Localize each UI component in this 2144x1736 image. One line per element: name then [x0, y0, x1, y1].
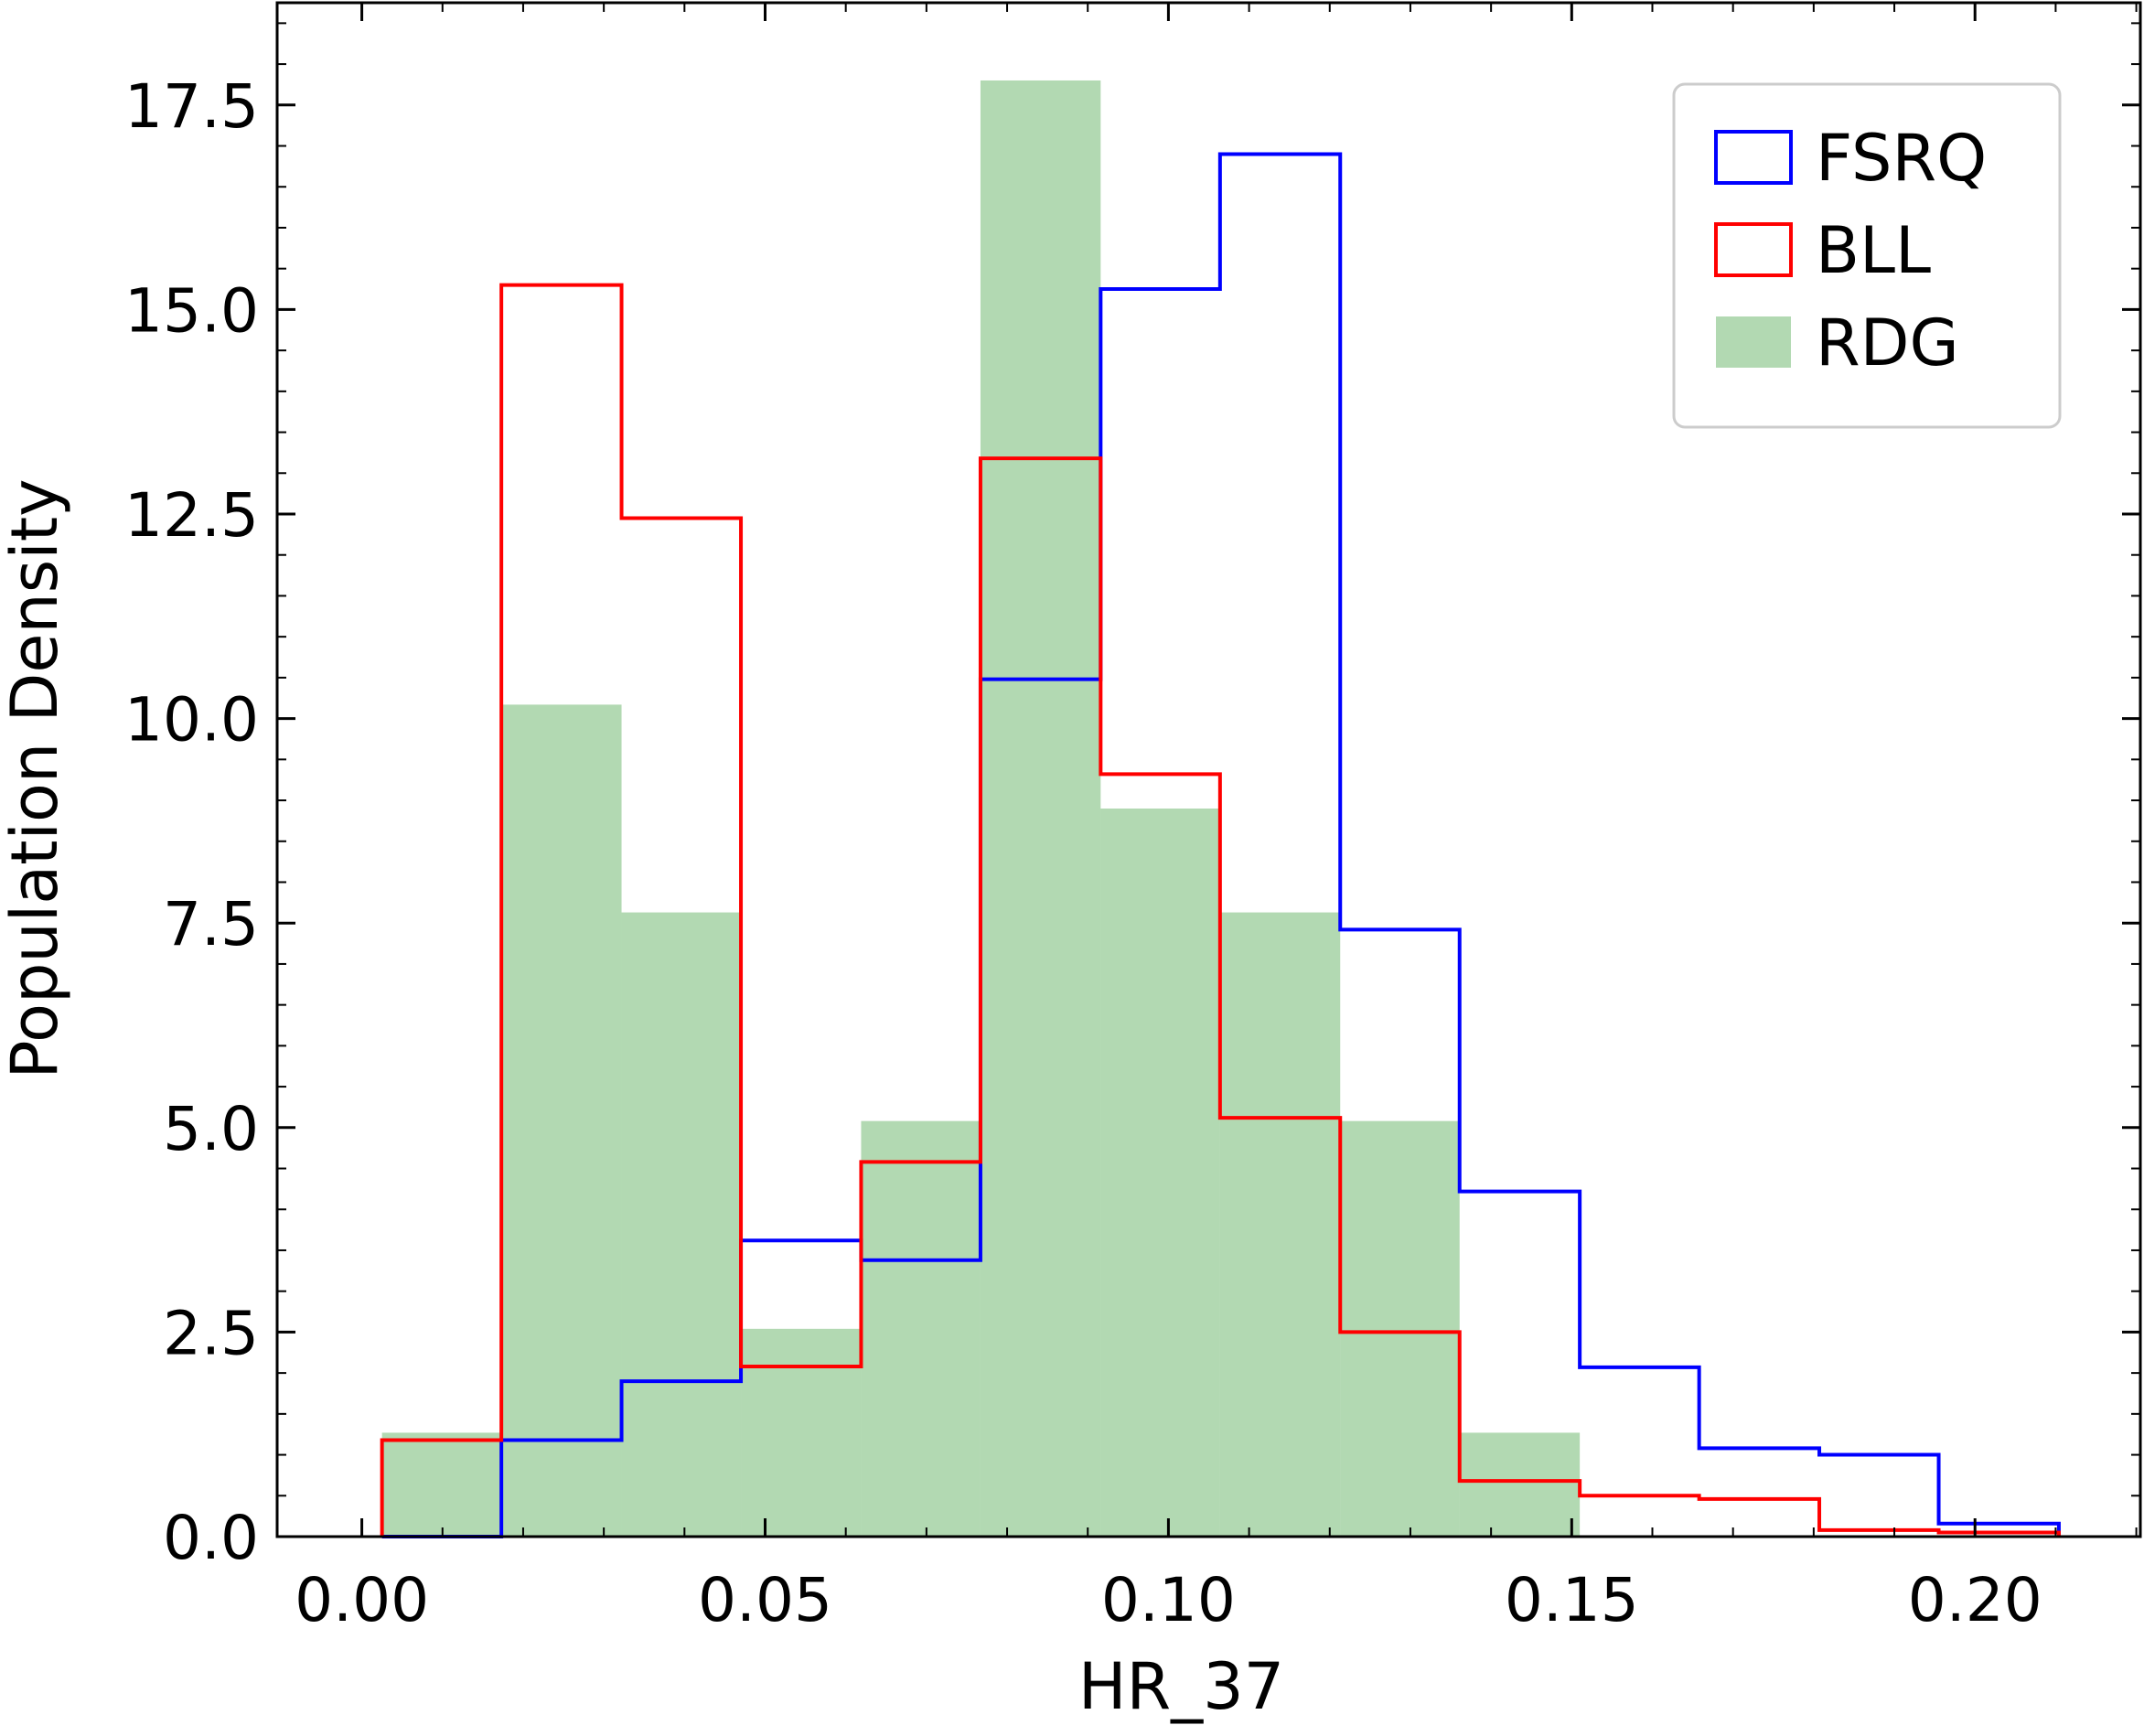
y-tick-label: 0.0 — [163, 1503, 259, 1573]
x-tick-label: 0.05 — [698, 1565, 832, 1635]
axes-frame — [275, 1, 2142, 1538]
legend-item-RDG: RDG — [1716, 305, 1959, 380]
legend-swatch-RDG — [1716, 316, 1791, 368]
series-RDG-bars — [381, 80, 1581, 1537]
bar-RDG-1 — [501, 704, 622, 1537]
legend-swatch-BLL — [1714, 222, 1793, 277]
bar-RDG-4 — [861, 1120, 981, 1537]
plot-area — [380, 80, 2061, 1538]
y-tick-label: 5.0 — [163, 1094, 259, 1164]
bar-RDG-8 — [1340, 1120, 1460, 1537]
bar-RDG-0 — [381, 1432, 502, 1537]
legend-swatch-FSRQ — [1714, 130, 1793, 185]
y-tick-label: 12.5 — [124, 480, 259, 551]
legend-item-BLL: BLL — [1714, 213, 1931, 288]
bar-RDG-6 — [1100, 808, 1220, 1537]
y-tick-label: 10.0 — [124, 685, 259, 755]
y-tick-label: 15.0 — [124, 275, 259, 346]
y-tick-label: 2.5 — [163, 1298, 259, 1368]
x-axis-title: HR_37 — [1078, 1649, 1284, 1724]
bar-RDG-9 — [1459, 1432, 1581, 1537]
bar-RDG-7 — [1219, 912, 1341, 1537]
x-tick-label: 0.00 — [295, 1565, 429, 1635]
step-line-BLL — [380, 283, 2061, 1537]
y-tick-label: 7.5 — [163, 889, 259, 959]
legend-label-FSRQ: FSRQ — [1816, 121, 1987, 196]
x-tick-label: 0.15 — [1505, 1565, 1639, 1635]
legend-item-FSRQ: FSRQ — [1714, 121, 1987, 196]
y-tick-label: 17.5 — [124, 71, 259, 142]
legend-label-RDG: RDG — [1816, 305, 1959, 380]
bar-RDG-2 — [621, 912, 742, 1537]
bar-RDG-3 — [741, 1328, 862, 1537]
legend-label-BLL: BLL — [1816, 213, 1931, 288]
legend-frame — [1672, 82, 2062, 429]
x-tick-label: 0.20 — [1908, 1565, 2042, 1635]
legend: FSRQ BLL RDG — [1672, 82, 2062, 429]
step-line-FSRQ — [381, 152, 2061, 1538]
bar-RDG-5 — [980, 80, 1101, 1537]
x-tick-label: 0.10 — [1101, 1565, 1236, 1635]
y-axis-title: Population Density — [0, 478, 72, 1078]
